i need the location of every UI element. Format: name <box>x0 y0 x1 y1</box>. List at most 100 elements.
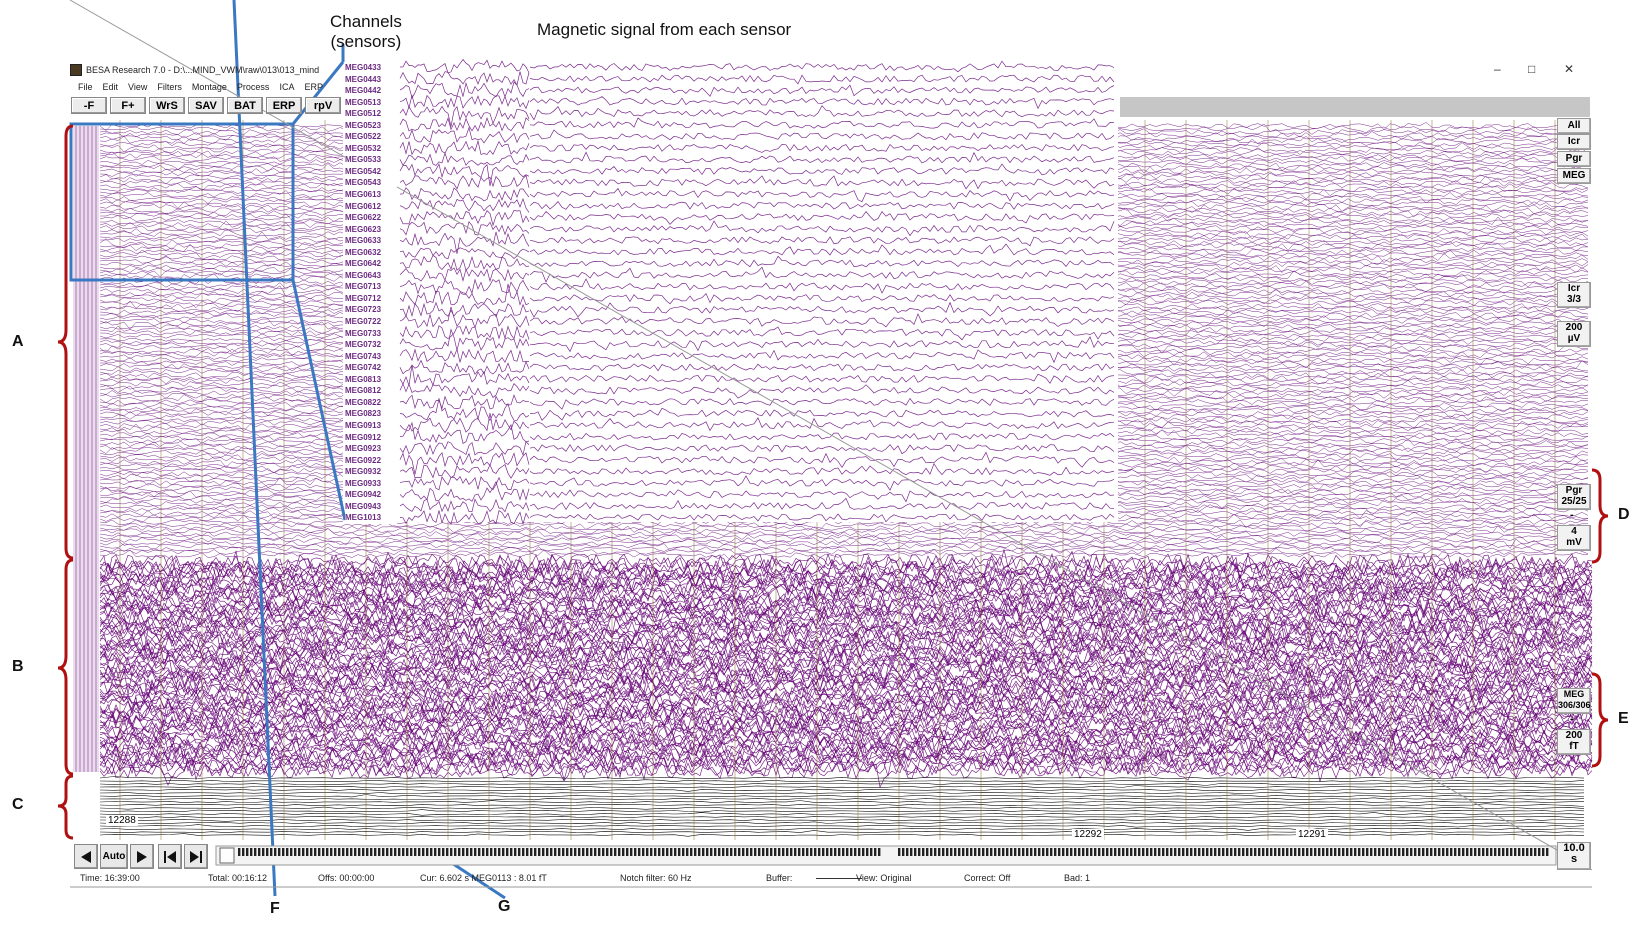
inset-trace <box>529 513 1115 523</box>
inset-trace <box>399 163 530 187</box>
inset-trace <box>399 174 530 190</box>
scroll-epoch-mark <box>1246 848 1249 856</box>
scroll-epoch-mark <box>954 848 957 856</box>
close-button[interactable]: ✕ <box>1564 62 1575 76</box>
filter-plus-button[interactable]: F+ <box>110 97 146 114</box>
meg-trace <box>99 703 1593 738</box>
batch-button[interactable]: BAT <box>227 97 263 114</box>
next-page-button[interactable] <box>130 844 154 869</box>
write-segment-button[interactable]: WrS <box>149 97 185 114</box>
misc-trace <box>99 815 1584 819</box>
eeg-scale-button[interactable]: 200 µV <box>1557 321 1591 347</box>
scroll-epoch-mark <box>650 848 653 856</box>
menu-filters[interactable]: Filters <box>157 82 182 92</box>
scroll-epoch-mark <box>490 848 493 856</box>
scroll-epoch-mark <box>1058 848 1061 856</box>
inset-trace <box>399 301 530 318</box>
filter-minus-button[interactable]: -F <box>71 97 107 114</box>
scroll-epoch-mark <box>618 848 621 856</box>
scroll-epoch-mark <box>1474 848 1477 856</box>
scroll-epoch-mark <box>562 848 565 856</box>
scroll-epoch-mark <box>322 848 325 856</box>
scroll-epoch-mark <box>794 848 797 856</box>
scroll-epoch-mark <box>1250 848 1253 856</box>
scroll-epoch-mark <box>866 848 869 856</box>
meg-trace <box>99 651 1593 677</box>
scroll-epoch-mark <box>642 848 645 856</box>
scroll-epoch-mark <box>1494 848 1497 856</box>
pgr-amplitude-button[interactable]: 4 mV <box>1557 525 1591 551</box>
scroll-epoch-mark <box>1518 848 1521 856</box>
meg-scale-button[interactable]: MEG 306/306 <box>1557 688 1591 714</box>
erp-button[interactable]: ERP <box>266 97 302 114</box>
scroll-epoch-mark <box>350 848 353 856</box>
window-titlebar: BESA Research 7.0 - D:\...MIND_VWM\raw\0… <box>70 62 1570 78</box>
menu-process[interactable]: Process <box>236 82 270 92</box>
scroll-epoch-mark <box>1018 848 1021 856</box>
scroll-epoch-mark <box>462 848 465 856</box>
icr-scale-button[interactable]: Icr 3/3 <box>1557 282 1591 308</box>
icr-button[interactable]: Icr <box>1557 134 1591 150</box>
menu-montage[interactable]: Montage <box>191 82 227 92</box>
menu-file[interactable]: File <box>78 82 93 92</box>
prev-segment-button[interactable] <box>158 844 182 869</box>
rpv-button[interactable]: rpV <box>305 97 341 114</box>
scroll-epoch-mark <box>590 848 593 856</box>
inset-trace <box>399 197 530 213</box>
scroll-epoch-mark <box>450 848 453 856</box>
scroll-epoch-mark <box>1190 848 1193 856</box>
scroll-epoch-mark <box>1422 848 1425 856</box>
maximize-button[interactable]: □ <box>1528 62 1536 76</box>
scroll-epoch-mark <box>1142 848 1145 856</box>
scroll-epoch-mark <box>1178 848 1181 856</box>
meg-trace <box>99 583 1593 613</box>
scroll-epoch-mark <box>786 848 789 856</box>
toolbar: -F F+ WrS SAV BAT ERP rpV <box>71 97 341 114</box>
scroll-epoch-mark <box>1530 848 1533 856</box>
auto-button[interactable]: Auto <box>100 844 128 869</box>
scroll-epoch-mark <box>1434 848 1437 856</box>
pgr-button[interactable]: Pgr <box>1557 151 1591 167</box>
menu-erp[interactable]: ERP <box>304 82 323 92</box>
scroll-epoch-mark <box>1382 848 1385 856</box>
menu-view[interactable]: View <box>128 82 148 92</box>
channel-label: MEG0713 <box>345 282 382 292</box>
scroll-epoch-mark <box>974 848 977 856</box>
inset-trace <box>529 129 1115 141</box>
status-separator <box>69 0 1593 871</box>
scroll-epoch-mark <box>982 848 985 856</box>
minimize-button[interactable]: – <box>1494 62 1501 76</box>
status-bad: Bad: 1 <box>1064 873 1091 883</box>
scroll-epoch-mark <box>930 848 933 856</box>
scroll-epoch-mark <box>942 848 945 856</box>
menu-ica[interactable]: ICA <box>279 82 295 92</box>
scroll-epoch-mark <box>266 848 269 856</box>
page-length-button[interactable]: 10.0 s <box>1557 842 1591 870</box>
scroll-epoch-mark <box>1326 848 1329 856</box>
scroll-epoch-mark <box>718 848 721 856</box>
meg-trace <box>99 754 1593 789</box>
scroll-epoch-mark <box>922 848 925 856</box>
menu-edit[interactable]: Edit <box>102 82 119 92</box>
scroll-epoch-mark <box>1150 848 1153 856</box>
scroll-epoch-mark <box>1158 848 1161 856</box>
next-segment-button[interactable] <box>184 844 208 869</box>
scroll-epoch-mark <box>406 848 409 856</box>
all-button[interactable]: All <box>1557 118 1591 134</box>
save-button[interactable]: SAV <box>188 97 224 114</box>
pgr-scale-button[interactable]: Pgr 25/25 <box>1557 484 1591 510</box>
meg-button[interactable]: MEG <box>1557 168 1591 184</box>
meg-amplitude-button[interactable]: 200 fT <box>1557 729 1591 755</box>
scroll-epoch-mark <box>1294 848 1297 856</box>
scroll-epoch-mark <box>986 848 989 856</box>
scroll-thumb[interactable] <box>219 847 235 864</box>
meg-trace <box>99 557 1592 591</box>
prev-page-button[interactable] <box>74 844 98 869</box>
status-total: Total: 00:16:12 <box>208 873 268 883</box>
scroll-epoch-mark <box>1346 848 1349 856</box>
channel-label: MEG0612 <box>345 201 382 211</box>
channel-label: MEG0723 <box>345 305 382 315</box>
scroll-epoch-mark <box>302 848 305 856</box>
scroll-epoch-mark <box>1002 848 1005 856</box>
scroll-epoch-mark <box>1342 848 1345 856</box>
